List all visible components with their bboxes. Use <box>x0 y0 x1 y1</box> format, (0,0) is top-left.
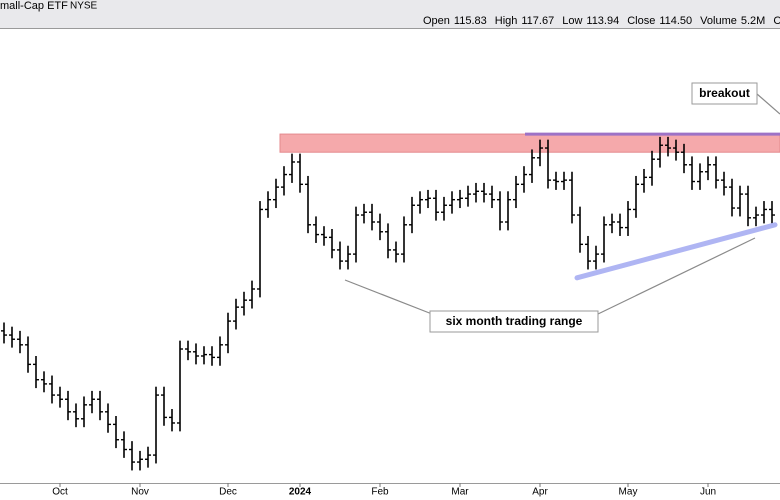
bars <box>1 136 775 471</box>
x-tick-label: 2024 <box>289 487 312 498</box>
callout-line <box>756 93 780 115</box>
quote-value: 114.50 <box>659 15 692 27</box>
trendline <box>574 222 778 281</box>
quote-name: Volume <box>700 15 737 27</box>
quote-value: 115.83 <box>454 15 487 27</box>
annotations-front: breakout six month trading range <box>344 82 780 333</box>
callout-box <box>691 82 758 105</box>
quote-value: 113.94 <box>586 15 619 27</box>
x-tick-label: Jun <box>700 487 716 498</box>
x-tick-label: Dec <box>219 487 237 498</box>
header-bar <box>0 0 780 28</box>
exchange: NYSE <box>70 1 98 12</box>
x-tick-label: May <box>619 487 638 498</box>
annotations-back: Oct Nov Dec 2024 Feb Mar Apr May Jun <box>52 132 780 498</box>
x-tick-label: Feb <box>371 487 389 498</box>
callout-label: six month trading range <box>446 314 583 328</box>
x-tick-label: Apr <box>532 487 548 498</box>
chart-title: mall-Cap ETF <box>0 0 68 12</box>
callout-line <box>344 279 433 315</box>
callout-box <box>429 310 599 333</box>
x-tick-label: Nov <box>131 487 149 498</box>
callout-label: breakout <box>699 86 750 100</box>
quote-value: 5.2M <box>741 15 765 27</box>
quote-name: High <box>495 15 518 27</box>
x-tick-label: Mar <box>451 487 469 498</box>
quote-name: Close <box>627 15 655 27</box>
resistance-zone <box>279 133 780 153</box>
x-tick-label: Oct <box>52 487 68 498</box>
quote-value: 117.67 <box>521 15 554 27</box>
quote-more: C <box>773 15 780 27</box>
callout-line <box>597 237 756 315</box>
quote-name: Open <box>423 15 450 27</box>
quote-name: Low <box>562 15 582 27</box>
